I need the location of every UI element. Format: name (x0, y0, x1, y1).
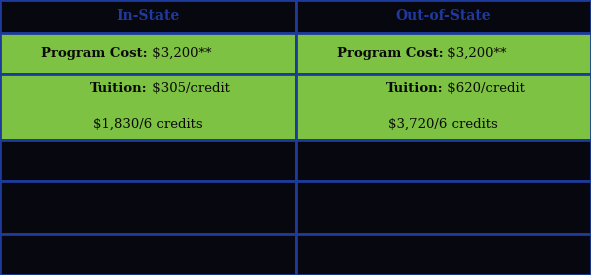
Bar (0, 139, 296, 181)
Bar (296, 33, 591, 74)
Text: Tuition:: Tuition: (90, 82, 148, 95)
Text: Program Cost:: Program Cost: (41, 47, 148, 60)
Bar (296, 139, 591, 181)
Text: Tuition:: Tuition: (385, 82, 443, 95)
Bar (296, 181, 591, 234)
Bar (296, 74, 591, 139)
Bar (0, 181, 296, 234)
Text: $3,720/6 credits: $3,720/6 credits (388, 118, 498, 131)
Bar (0, 0, 296, 33)
Text: $1,830/6 credits: $1,830/6 credits (93, 118, 203, 131)
Bar (0, 234, 296, 275)
Bar (296, 0, 591, 33)
Text: $3,200**: $3,200** (148, 47, 211, 60)
Bar (296, 234, 591, 275)
Bar (0, 33, 296, 74)
Text: In-State: In-State (116, 9, 180, 23)
Text: $620/credit: $620/credit (443, 82, 525, 95)
Text: $3,200**: $3,200** (443, 47, 506, 60)
Text: Out-of-State: Out-of-State (395, 9, 491, 23)
Text: $305/credit: $305/credit (148, 82, 230, 95)
Bar (0, 74, 296, 139)
Text: Program Cost:: Program Cost: (337, 47, 443, 60)
